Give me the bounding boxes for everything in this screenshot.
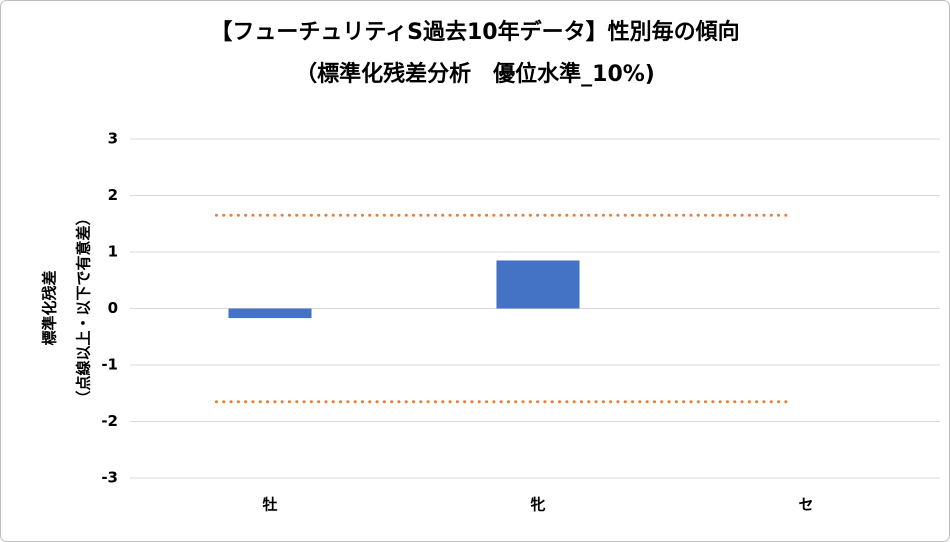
x-tick-label: 牡	[262, 496, 277, 514]
y-tick-label: -2	[101, 412, 118, 430]
y-tick-label: 0	[108, 299, 118, 317]
bar	[228, 308, 312, 319]
y-tick-label: 1	[108, 243, 118, 261]
y-axis-title-line: 標準化残差	[41, 270, 59, 345]
x-tick-label: 牝	[530, 496, 545, 514]
y-axis-title: 標準化残差 （点線以上・以下で有意差）	[41, 210, 93, 405]
y-tick-label: 2	[108, 186, 118, 204]
y-axis-title-line: （点線以上・以下で有意差）	[75, 210, 93, 405]
bar	[496, 260, 580, 309]
chart-title: 【フューチュリティS過去10年データ】性別毎の傾向	[210, 19, 739, 45]
chart-subtitle: （標準化残差分析 優位水準_10%)	[295, 61, 655, 87]
x-tick-label: セ	[798, 496, 813, 514]
y-tick-label: 3	[108, 130, 118, 148]
y-tick-label: -1	[101, 356, 118, 374]
y-tick-label: -3	[101, 469, 118, 487]
